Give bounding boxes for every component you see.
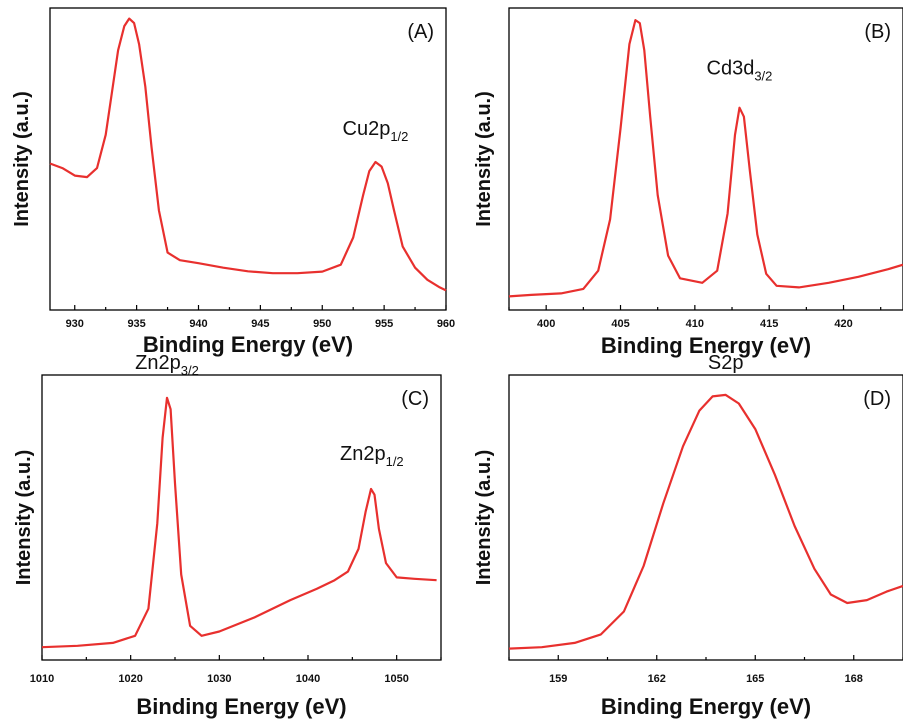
x-tick-label: 420	[834, 318, 852, 330]
peak-label: Cu2p2/3	[95, 0, 161, 2]
x-tick-label: 1030	[207, 673, 231, 685]
peak-label: Cd3d3/2	[707, 57, 773, 83]
x-tick-label: 1050	[384, 673, 408, 685]
x-tick-label: 960	[437, 318, 455, 330]
x-axis-label: Binding Energy (eV)	[601, 333, 811, 358]
x-tick-label: 1010	[30, 673, 54, 685]
x-tick-label: 935	[127, 318, 145, 330]
panel-b: 400 405 410 415 420 Binding Energy (eV) Intens…	[473, 0, 903, 358]
panel-d: 159 162 165 168 Binding Energy (eV) Intensity…	[473, 352, 903, 719]
peak-label-base: S2p	[708, 352, 744, 374]
x-axis-label: Binding Energy (eV)	[143, 332, 353, 357]
peak-label: S2p	[708, 352, 744, 374]
spectrum-line	[49, 17, 447, 292]
x-tick-label: 162	[648, 673, 666, 685]
plot-frame	[41, 374, 442, 661]
peak-label-base: Zn2p	[135, 352, 181, 374]
spectrum-line	[508, 393, 903, 650]
x-tick-label: 165	[746, 673, 764, 685]
peak-label-subscript: 1/2	[390, 129, 408, 144]
peak-label-base: Zn2p	[340, 443, 386, 465]
panel-label: (D)	[863, 388, 891, 410]
y-axis-label: Intensity (a.u.)	[11, 91, 33, 227]
x-tick-label: 410	[686, 318, 704, 330]
x-tick-label: 950	[313, 318, 331, 330]
x-tick-label: 415	[760, 318, 778, 330]
x-tick-label: 400	[537, 318, 555, 330]
x-tick-label: 940	[189, 318, 207, 330]
peak-label-subscript: 5/2	[655, 0, 673, 2]
x-tick-label: 1040	[296, 673, 320, 685]
x-axis-label: Binding Energy (eV)	[136, 694, 346, 719]
peak-label: Zn2p1/2	[340, 443, 404, 469]
panel-label: (C)	[401, 388, 429, 410]
peak-label-subscript: 3/2	[181, 363, 199, 378]
plot-frame	[49, 7, 447, 311]
y-axis-label: Intensity (a.u.)	[473, 450, 495, 586]
x-tick-label: 1020	[118, 673, 142, 685]
peak-label: Zn2p3/2	[135, 352, 199, 378]
x-axis-label: Binding Energy (eV)	[601, 694, 811, 719]
x-tick-label: 168	[845, 673, 863, 685]
panel-a: 930 935 940 945 950 955 960 Binding Energy (eV)…	[11, 0, 455, 357]
plot-frame	[508, 374, 903, 661]
x-tick-label: 405	[611, 318, 629, 330]
spectrum-line	[41, 396, 437, 649]
x-tick-label: 159	[549, 673, 567, 685]
plot-frame	[508, 7, 903, 311]
y-axis-label: Intensity (a.u.)	[473, 91, 495, 227]
peak-label: Cu2p1/2	[343, 118, 409, 144]
y-axis-label: Intensity (a.u.)	[13, 450, 35, 586]
panel-label: (A)	[407, 21, 434, 43]
peak-label-base: Cd3d	[707, 57, 755, 79]
x-tick-label: 955	[375, 318, 393, 330]
panel-label: (B)	[864, 21, 891, 43]
peak-label-subscript: 3/2	[754, 68, 772, 83]
spectrum-line	[508, 19, 903, 298]
peak-label-subscript: 2/3	[143, 0, 161, 2]
x-tick-label: 930	[66, 318, 84, 330]
peak-label: Cd3d5/2	[607, 0, 673, 2]
peak-label-base: Cu2p	[343, 118, 391, 140]
peak-label-subscript: 1/2	[386, 454, 404, 469]
panel-c: 1010 1020 1030 1040 1050 Binding Energy (eV) I…	[13, 352, 442, 719]
x-tick-label: 945	[251, 318, 269, 330]
